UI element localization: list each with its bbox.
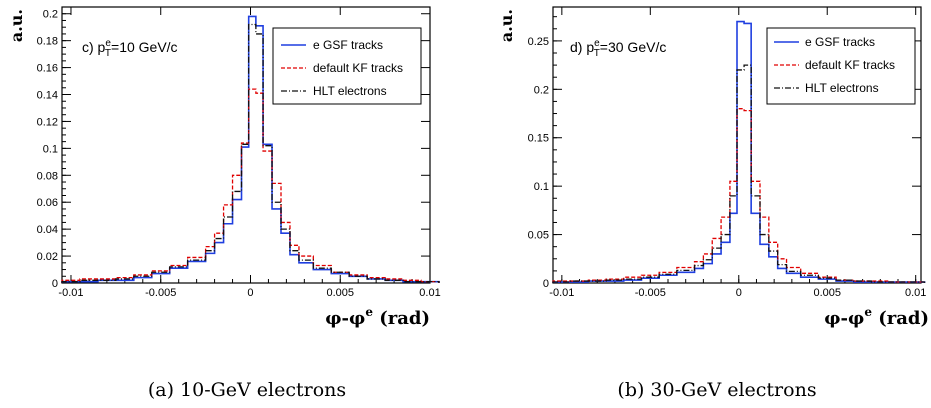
legend-label-gsf: e GSF tracks [313,38,383,52]
chart-panel-10gev: -0.01 -0.005 0 0.005 0.01 0 0.02 0.04 0.06 0.08 0.… [7,7,441,401]
panel-label: c) pe T=10 GeV/c [82,38,178,59]
x-tick-label: 0 [736,287,742,299]
legend: e GSF tracks default KF tracks HLT elect… [273,28,421,104]
y-tick-label: 0.15 [528,133,549,145]
caption: (b) 30-GeV electrons [617,379,816,401]
legend-label-hlt: HLT electrons [805,81,879,95]
x-tick-label: 0.005 [326,287,354,299]
y-tick-label: 0.2 [534,84,549,96]
y-tick-label: 0.18 [37,36,58,48]
y-tick-label: 0.04 [37,224,58,236]
legend: e GSF tracks default KF tracks HLT elect… [767,28,915,104]
y-tick-label: 0.05 [528,230,549,242]
y-axis-label: a.u. [497,9,516,42]
y-tick-label: 0.2 [43,9,58,21]
y-tick-label: 0.02 [37,251,58,263]
legend-label-kf: default KF tracks [805,58,895,72]
x-tick-label: 0.005 [813,287,841,299]
x-tick-label: 0.01 [419,287,440,299]
y-tick-label: 0.08 [37,170,58,182]
legend-label-hlt: HLT electrons [313,84,387,98]
y-tick-label: 0.1 [534,181,549,193]
chart-panel-30gev: -0.01 -0.005 0 0.005 0.01 0 0.05 0.1 0.15 0.2 0.25… [497,7,929,401]
x-tick-label: -0.005 [145,287,176,299]
x-tick-label: -0.005 [635,287,666,299]
y-tick-label: 0 [52,278,58,290]
panel-label: d) pe T=30 GeV/c [570,38,666,59]
x-axis-label: φ-φe (rad) [325,305,430,329]
caption: (a) 10-GeV electrons [148,379,346,401]
y-tick-label: 0.25 [528,36,549,48]
y-tick-label: 0.12 [37,116,58,128]
x-tick-label: 0 [247,287,253,299]
series-line-kf [62,89,439,283]
x-tick-label: -0.01 [58,287,83,299]
y-tick-label: 0 [543,278,549,290]
y-tick-label: 0.06 [37,197,58,209]
y-tick-label: 0.1 [43,143,58,155]
legend-label-kf: default KF tracks [313,61,403,75]
x-tick-label: -0.01 [549,287,574,299]
series-line-kf [553,109,925,283]
y-tick-label: 0.14 [37,90,58,102]
x-axis-label: φ-φe (rad) [824,305,929,329]
x-tick-label: 0.01 [905,287,926,299]
y-tick-label: 0.16 [37,63,58,75]
legend-label-gsf: e GSF tracks [805,35,875,49]
y-axis-label: a.u. [7,9,26,42]
